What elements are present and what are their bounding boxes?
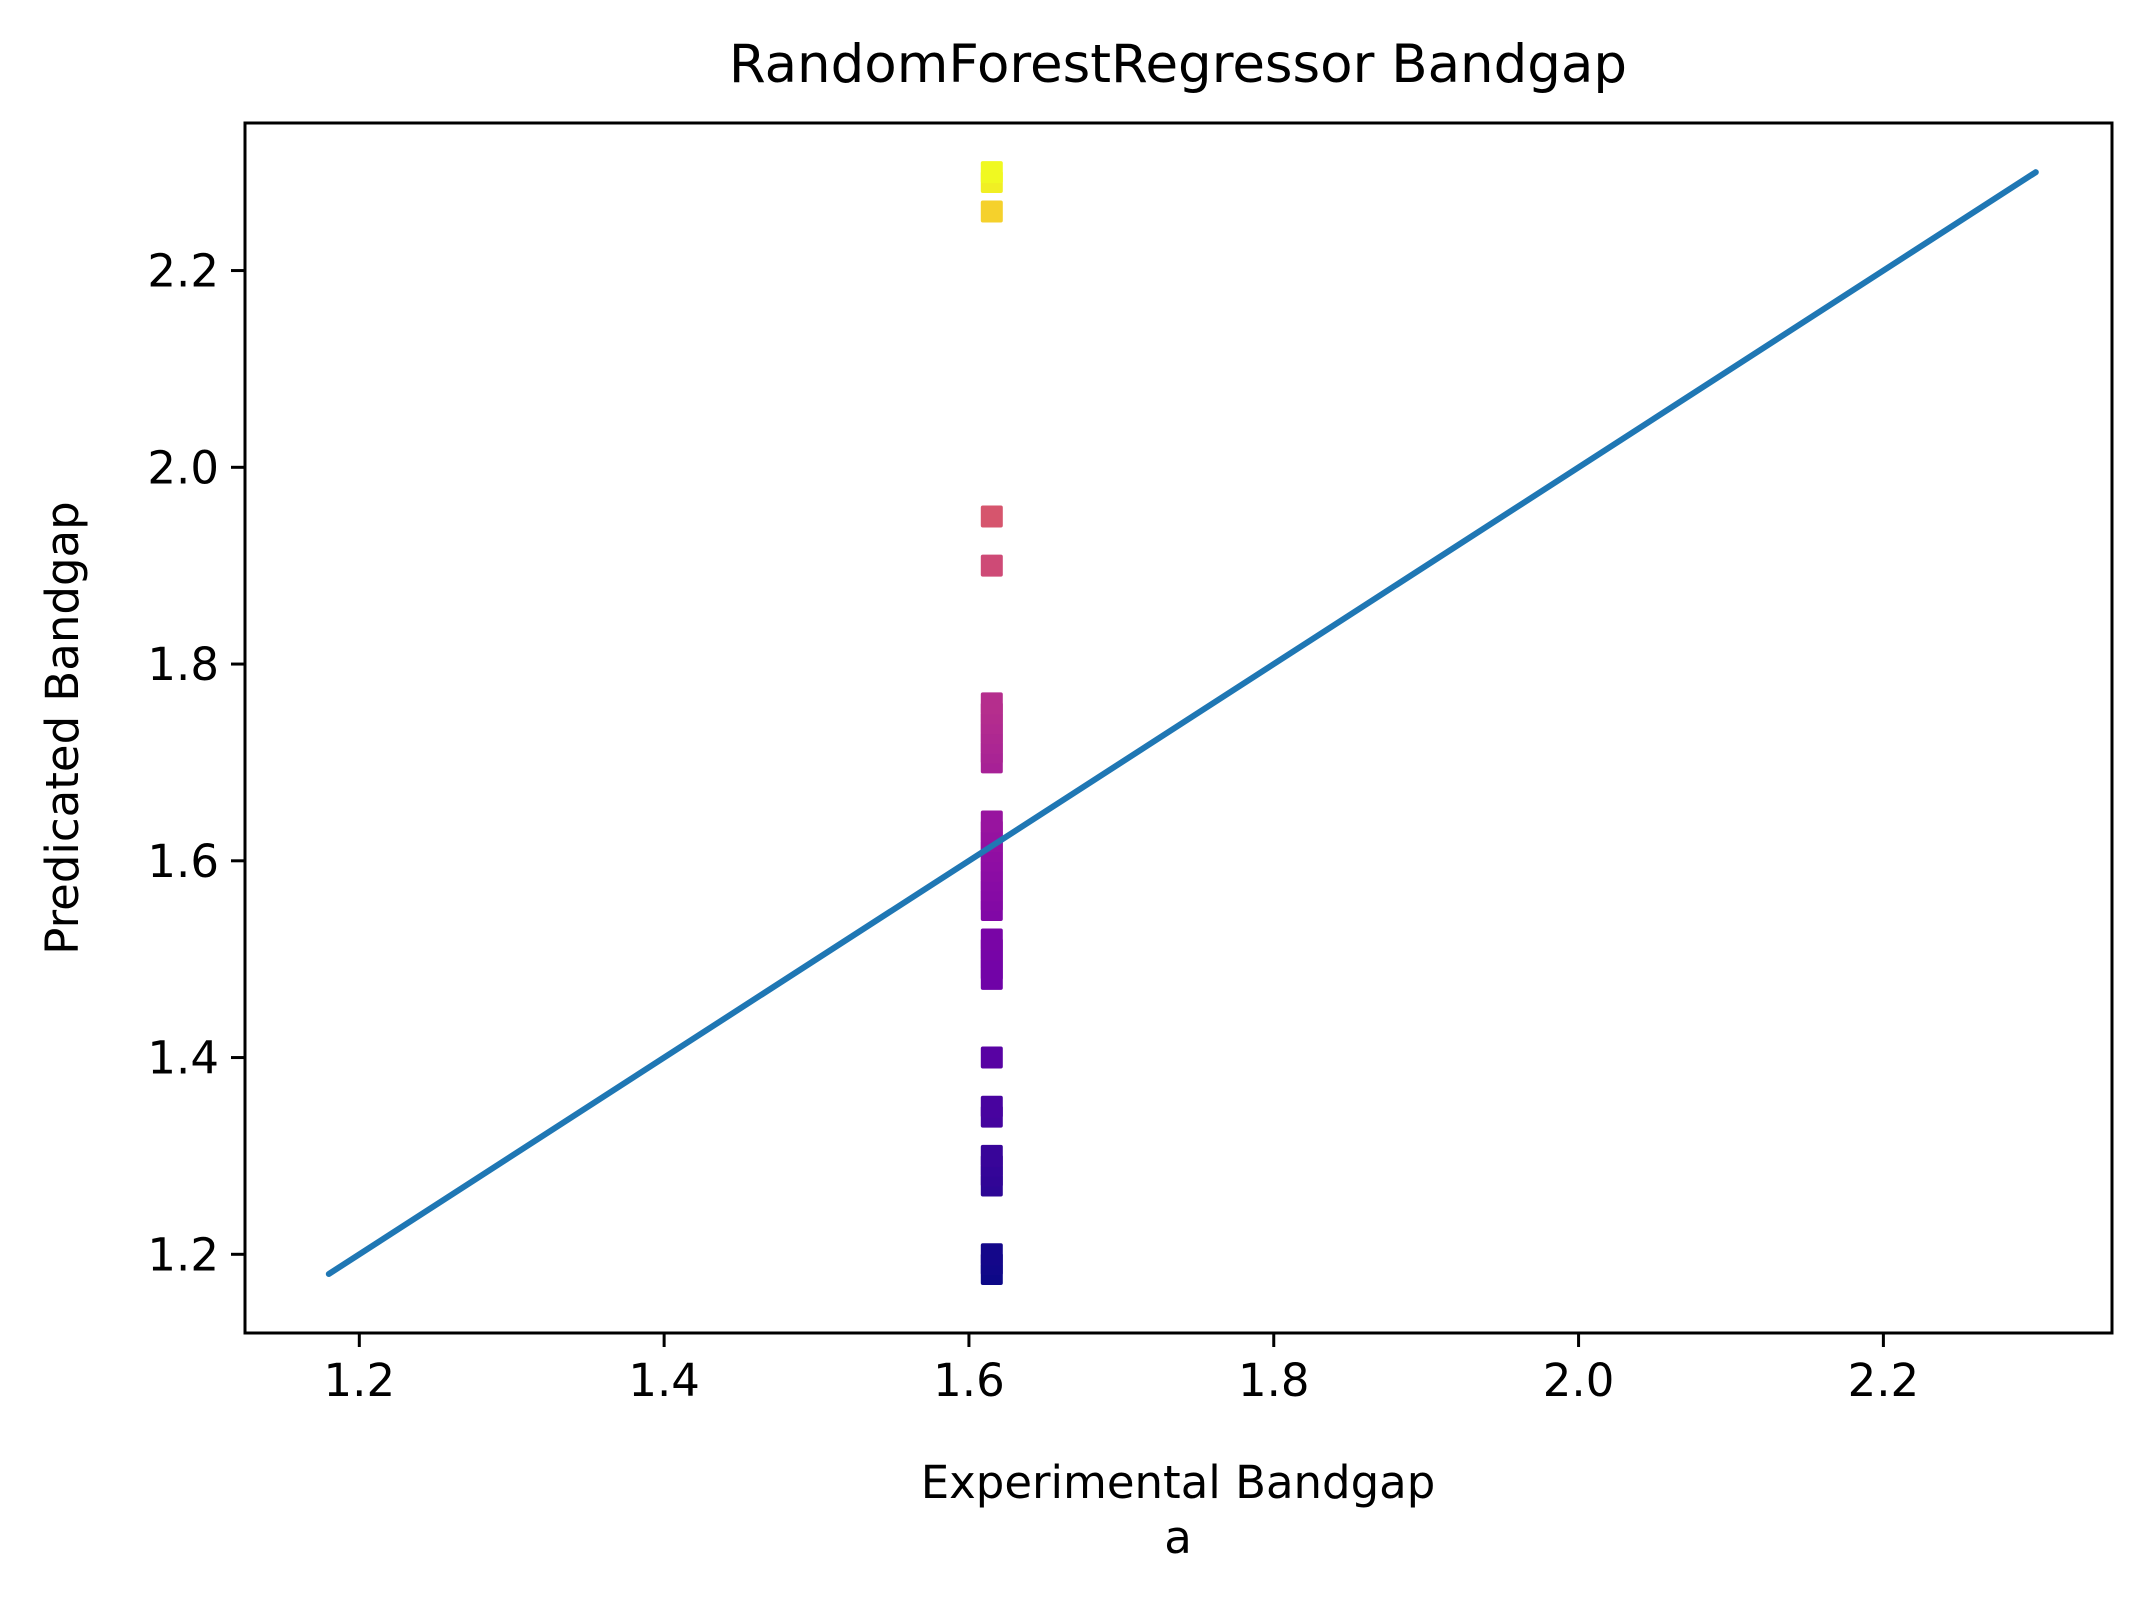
scatter-point <box>980 200 1003 223</box>
y-tick-label: 2.2 <box>147 245 219 298</box>
chart-title: RandomForestRegressor Bandgap <box>729 34 1627 95</box>
scatter-point <box>980 161 1003 184</box>
scatter-point <box>980 928 1003 951</box>
scatter-point <box>980 810 1003 833</box>
x-axis-label: Experimental Bandgap <box>921 1456 1436 1509</box>
scatter-point <box>980 505 1003 528</box>
scatter-point <box>980 1243 1003 1266</box>
plot-area: 1.2 1.4 1.6 1.8 2.0 2.2 1.2 1.4 1.6 1.8 2.0 2.2 <box>147 161 2039 1407</box>
x-tick-label: 1.6 <box>933 1354 1005 1407</box>
y-tick-label: 1.6 <box>147 835 219 888</box>
axes-frame <box>243 121 2114 1335</box>
y-tick-label: 1.4 <box>147 1032 219 1085</box>
y-tick-label: 1.8 <box>147 638 219 691</box>
x-tick-label: 1.8 <box>1238 1354 1310 1407</box>
scatter-point <box>980 1144 1003 1167</box>
y-tick-label: 1.2 <box>147 1228 219 1281</box>
x-axis-sublabel: a <box>1164 1511 1192 1564</box>
y-tick-label: 2.0 <box>147 441 219 494</box>
x-tick-label: 1.2 <box>324 1354 396 1407</box>
x-tick-label: 1.4 <box>628 1354 700 1407</box>
y-axis-label: Predicated Bandgap <box>36 501 89 954</box>
scatter-point <box>980 554 1003 577</box>
scatter-point <box>980 1046 1003 1069</box>
reference-line <box>325 169 2039 1277</box>
x-tick-label: 2.2 <box>1848 1354 1920 1407</box>
scatter-point <box>980 1095 1003 1118</box>
scatter-point <box>980 692 1003 715</box>
x-tick-label: 2.0 <box>1543 1354 1615 1407</box>
